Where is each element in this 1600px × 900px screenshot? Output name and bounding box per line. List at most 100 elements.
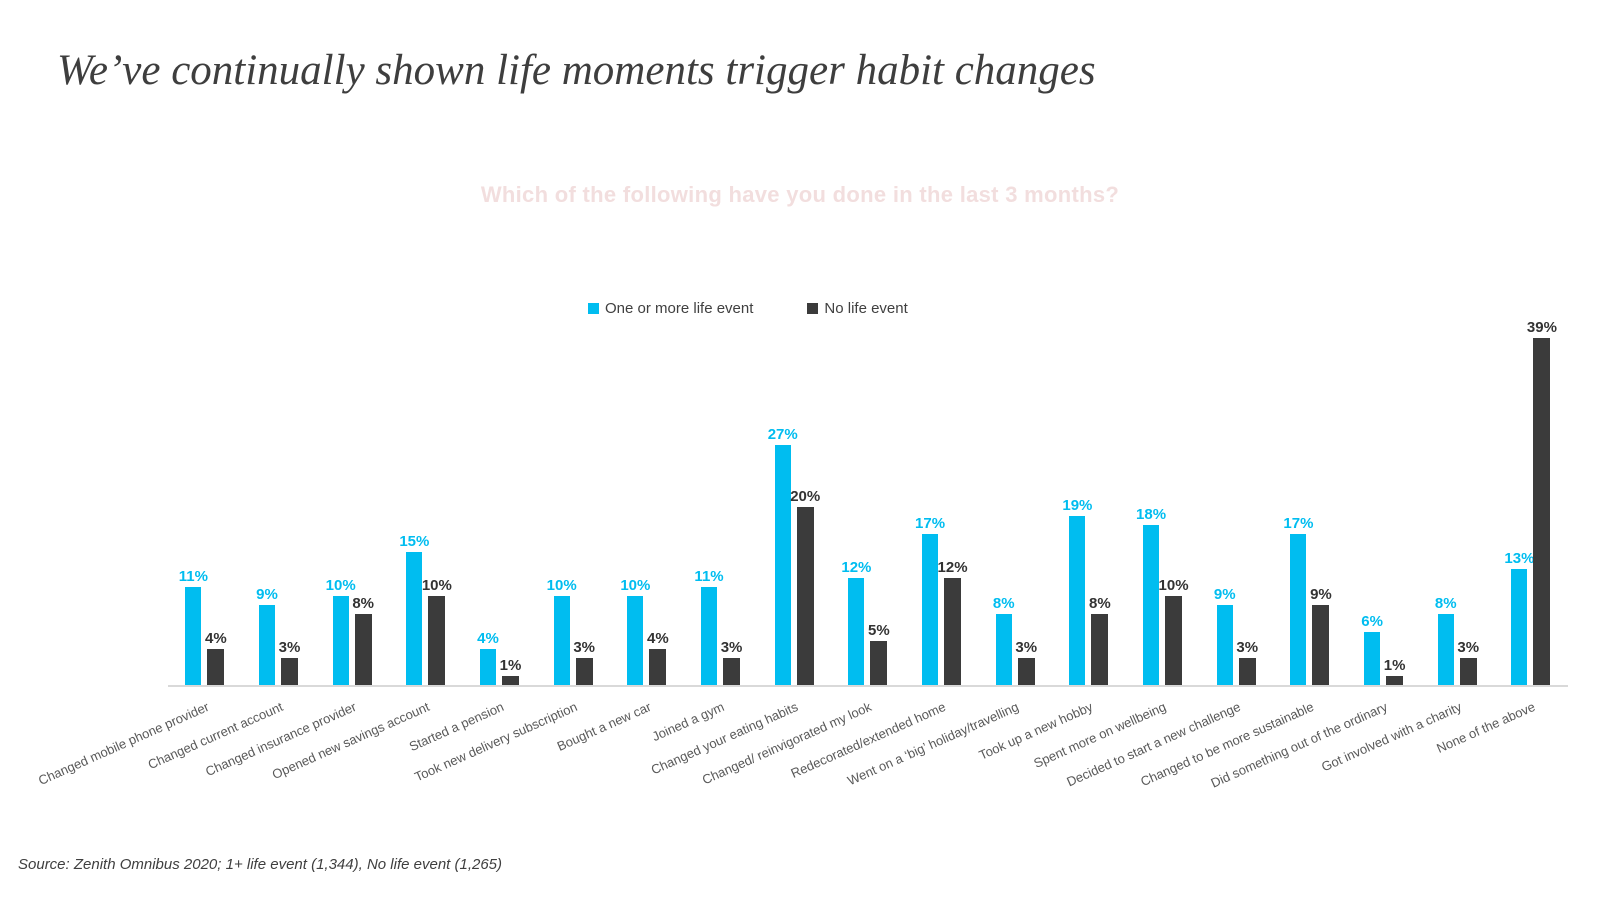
value-label: 4% bbox=[647, 630, 669, 648]
bar-life-event: 27% bbox=[768, 426, 798, 685]
legend-swatch-dark-icon bbox=[807, 303, 819, 314]
value-label: 8% bbox=[992, 594, 1015, 612]
value-label: 4% bbox=[204, 630, 227, 648]
value-label: 3% bbox=[1015, 639, 1038, 657]
chart-subtitle: Which of the following have you done in … bbox=[480, 182, 1120, 207]
value-label: 39% bbox=[1526, 318, 1557, 336]
bar-group: 10% 8% Changed insurance provider bbox=[203, 577, 374, 779]
value-label: 17% bbox=[915, 514, 946, 532]
value-label: 3% bbox=[573, 639, 596, 657]
value-label: 20% bbox=[790, 488, 821, 505]
value-label: 6% bbox=[1361, 612, 1383, 630]
value-label: 5% bbox=[868, 621, 890, 639]
bar-no-life-event: 9% bbox=[1310, 586, 1332, 685]
value-label: 10% bbox=[325, 577, 356, 594]
value-label: 3% bbox=[1236, 639, 1259, 657]
bar-life-event: 9% bbox=[1214, 586, 1236, 685]
value-label: 9% bbox=[256, 585, 278, 603]
legend-label-no-life-event: No life event bbox=[824, 300, 908, 317]
value-label: 18% bbox=[1136, 505, 1167, 523]
bar-no-life-event: 1% bbox=[500, 657, 521, 685]
source-note: Source: Zenith Omnibus 2020; 1+ life eve… bbox=[18, 856, 503, 873]
value-label: 9% bbox=[1213, 585, 1236, 603]
value-label: 8% bbox=[1434, 594, 1457, 612]
bar-no-life-event: 3% bbox=[721, 639, 742, 685]
bar-no-life-event: 4% bbox=[647, 630, 669, 685]
bar-life-event: 15% bbox=[399, 533, 429, 685]
value-label: 3% bbox=[1457, 639, 1480, 657]
bar-no-life-event: 1% bbox=[1384, 657, 1405, 685]
value-label: 19% bbox=[1062, 496, 1093, 514]
bar-life-event: 9% bbox=[256, 586, 278, 685]
value-label: 10% bbox=[620, 577, 651, 594]
bar-life-event: 6% bbox=[1361, 613, 1383, 685]
bar-life-event: 10% bbox=[547, 577, 577, 685]
bar-group: 9% 3% Changed current account bbox=[145, 586, 300, 772]
bar-no-life-event: 20% bbox=[790, 488, 820, 685]
bar-no-life-event: 39% bbox=[1527, 319, 1557, 685]
category-label: Got involved with a charity bbox=[1318, 699, 1464, 775]
bar-group: 12% 5% Changed/ reinvigorated my look bbox=[700, 559, 890, 787]
value-label: 10% bbox=[421, 577, 452, 594]
bar-life-event: 17% bbox=[915, 515, 945, 685]
page-title: We’ve continually shown life moments tri… bbox=[57, 47, 1096, 94]
bar-group: 4% 1% Started a pension bbox=[406, 630, 521, 754]
value-label: 17% bbox=[1283, 514, 1314, 532]
bar-life-event: 12% bbox=[841, 559, 871, 685]
chart-legend: One or more life event No life event bbox=[588, 300, 908, 317]
value-label: 27% bbox=[767, 425, 798, 443]
bar-life-event: 11% bbox=[179, 568, 208, 685]
bar-group: 17% 12% Redecorated/extended home bbox=[788, 515, 968, 781]
value-label: 11% bbox=[178, 568, 208, 586]
bar-no-life-event: 3% bbox=[1236, 639, 1258, 685]
bar-no-life-event: 4% bbox=[205, 630, 227, 685]
bar-group: 10% 4% Bought a new car bbox=[554, 577, 669, 754]
bar-life-event: 11% bbox=[694, 568, 724, 685]
bar-life-event: 8% bbox=[993, 595, 1015, 685]
bar-group: 17% 9% Changed to be more sustainable bbox=[1138, 515, 1332, 789]
value-label: 8% bbox=[1089, 594, 1111, 612]
bar-no-life-event: 10% bbox=[422, 577, 452, 685]
bar-no-life-event: 3% bbox=[1457, 639, 1479, 685]
bar-no-life-event: 3% bbox=[573, 639, 595, 685]
value-label: 1% bbox=[499, 657, 522, 675]
value-label: 3% bbox=[278, 639, 301, 657]
bar-group: 11% 3% Joined a gym bbox=[650, 568, 742, 744]
bar-life-event: 10% bbox=[326, 577, 356, 685]
bar-chart: 11% 4% Changed mobile phone provider 9% 3% Ch… bbox=[36, 319, 1568, 791]
bar-no-life-event: 8% bbox=[352, 595, 374, 685]
x-axis-line bbox=[168, 685, 1568, 687]
bar-group: 10% 3% Took new delivery subscription bbox=[412, 577, 595, 784]
bar-life-event: 10% bbox=[620, 577, 650, 685]
bar-no-life-event: 3% bbox=[279, 639, 300, 685]
legend-swatch-cyan-icon bbox=[588, 303, 599, 314]
bar-group: 8% 3% Got involved with a charity bbox=[1319, 595, 1479, 775]
legend-item-no-life-event: No life event bbox=[807, 300, 908, 317]
bar-life-event: 8% bbox=[1435, 595, 1457, 685]
bar-group: 6% 1% Did something out of the ordinary bbox=[1209, 613, 1406, 791]
bar-life-event: 18% bbox=[1136, 506, 1166, 685]
bar-no-life-event: 3% bbox=[1015, 639, 1037, 685]
bar-group: 27% 20% Changed your eating habits bbox=[649, 426, 820, 778]
bar-group: 19% 8% Took up a new hobby bbox=[977, 497, 1111, 763]
value-label: 3% bbox=[720, 639, 743, 657]
value-label: 4% bbox=[477, 630, 499, 648]
bar-group: 18% 10% Spent more on wellbeing bbox=[1032, 506, 1189, 771]
value-label: 10% bbox=[1158, 577, 1189, 594]
bar-no-life-event: 12% bbox=[938, 559, 968, 685]
value-label: 13% bbox=[1504, 550, 1535, 568]
legend-item-life-event: One or more life event bbox=[588, 300, 753, 317]
bar-life-event: 19% bbox=[1062, 497, 1092, 685]
value-label: 9% bbox=[1310, 585, 1332, 603]
bar-group: 13% 39% None of the above bbox=[1434, 319, 1557, 756]
bar-group: 11% 4% Changed mobile phone provider bbox=[36, 568, 227, 788]
value-label: 11% bbox=[694, 568, 724, 586]
bar-life-event: 13% bbox=[1504, 550, 1534, 685]
bar-no-life-event: 8% bbox=[1089, 595, 1111, 685]
legend-label-life-event: One or more life event bbox=[605, 300, 754, 317]
bar-life-event: 4% bbox=[477, 630, 499, 685]
value-label: 1% bbox=[1383, 657, 1406, 675]
bar-no-life-event: 10% bbox=[1159, 577, 1189, 685]
value-label: 8% bbox=[352, 594, 375, 612]
